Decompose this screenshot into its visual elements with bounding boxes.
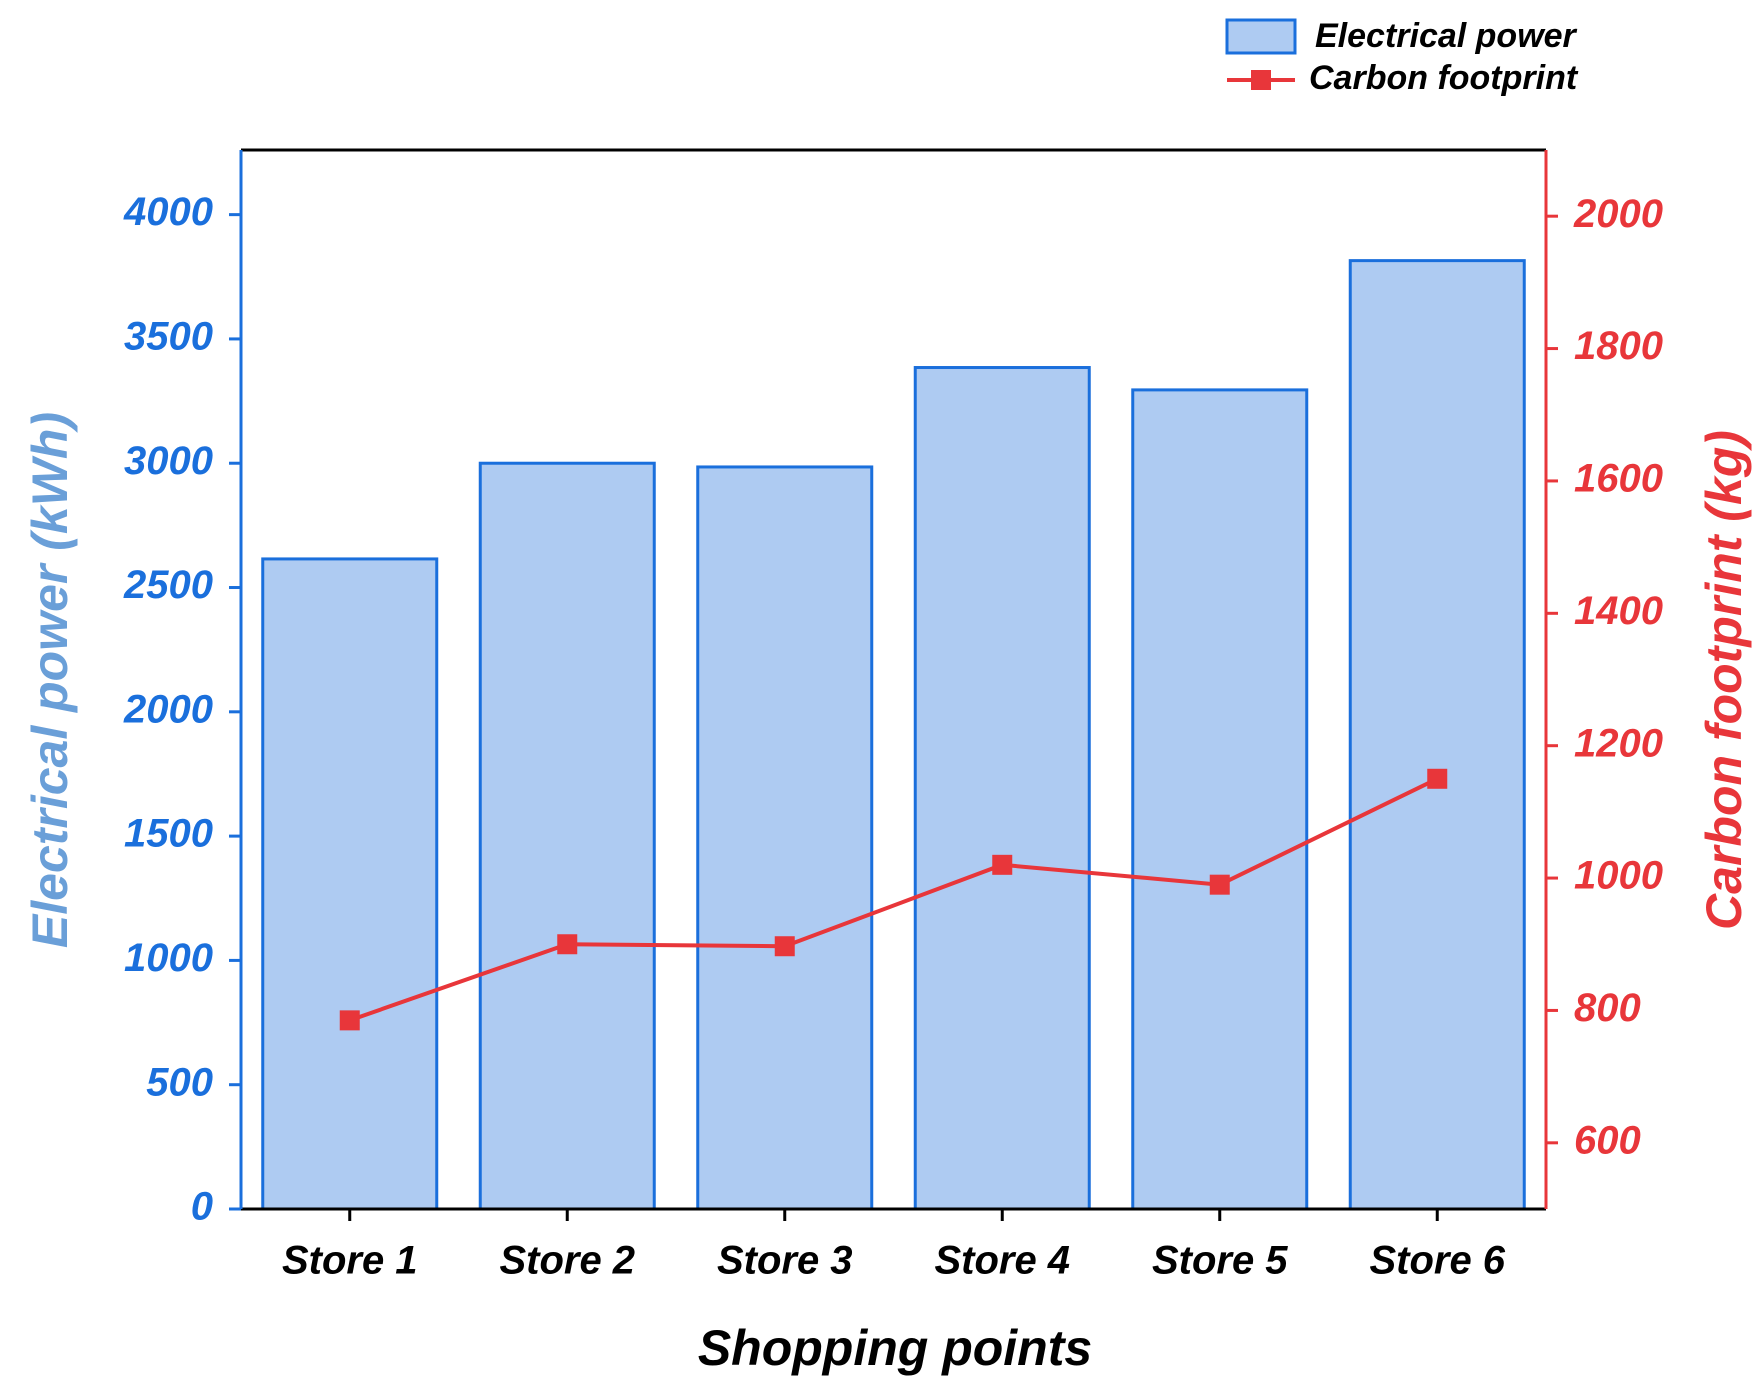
y-tick-label: 4000 [123,190,213,234]
y2-tick-label: 2000 [1573,192,1663,236]
y2-tick-label: 1000 [1574,854,1663,898]
y2-axis-title: Carbon footprint (kg) [1696,430,1752,930]
y-tick-label: 1000 [124,936,213,980]
line [349,776,1439,1023]
line-marker [1209,874,1230,895]
x-tick-label: Store 6 [1369,1239,1505,1283]
y2-tick-label: 1600 [1574,457,1663,501]
x-tick-label: Store 5 [1152,1239,1288,1283]
y2-tick-label: 600 [1574,1118,1641,1162]
x-tick-label: Store 2 [499,1239,635,1283]
legend-label: Carbon footprint [1309,59,1579,97]
y-tick-label: 3500 [124,314,213,358]
legend-marker [1251,70,1271,90]
y-tick-label: 0 [191,1185,213,1229]
x-tick-label: Store 4 [934,1239,1070,1283]
bar [478,461,656,1211]
legend-label: Electrical power [1315,17,1578,55]
x-tick-label: Store 1 [282,1239,418,1283]
x-axis-title: Shopping points [698,1320,1092,1376]
y2-tick-label: 800 [1574,986,1641,1030]
y-tick-label: 500 [146,1060,213,1104]
line-marker [1427,768,1448,789]
legend-swatch [1225,18,1297,55]
y2-tick-label: 1800 [1574,324,1663,368]
line-marker [774,936,795,957]
y-tick-label: 1500 [124,812,213,856]
y-tick-label: 3000 [124,439,213,483]
bar [1131,388,1309,1211]
bar [261,557,439,1211]
line-marker [557,934,578,955]
y-tick-label: 2500 [123,563,213,607]
y-axis-title: Electrical power (kWh) [22,412,78,948]
line-marker [992,854,1013,875]
y2-tick-label: 1400 [1574,589,1663,633]
x-tick-label: Store 3 [717,1239,853,1283]
y-tick-label: 2000 [123,687,213,731]
bar [1348,259,1526,1211]
line-marker [339,1010,360,1031]
bar [696,465,874,1211]
bar [913,366,1091,1211]
y2-tick-label: 1200 [1574,721,1663,765]
